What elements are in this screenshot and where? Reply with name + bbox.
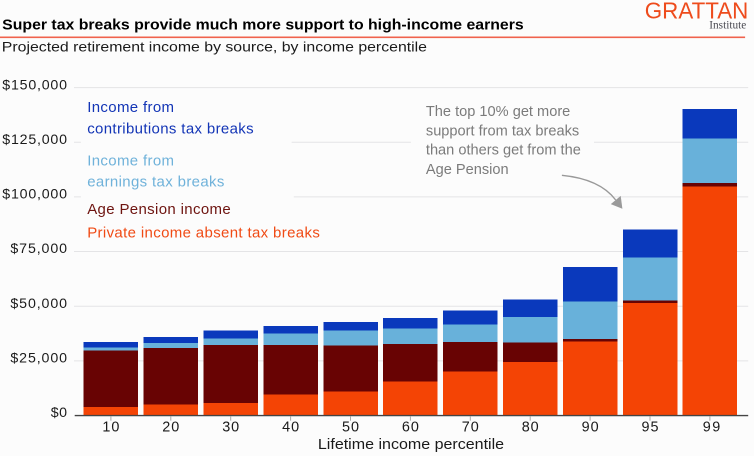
svg-text:$125,000: $125,000: [2, 132, 67, 148]
svg-text:earnings tax breaks: earnings tax breaks: [87, 173, 225, 190]
svg-text:contributions tax breaks: contributions tax breaks: [87, 121, 254, 138]
svg-text:80: 80: [522, 420, 539, 436]
svg-text:Private income absent tax brea: Private income absent tax breaks: [87, 225, 320, 242]
svg-text:Income from: Income from: [87, 99, 174, 116]
svg-text:20: 20: [162, 420, 179, 436]
svg-text:$25,000: $25,000: [10, 351, 67, 367]
svg-text:Projected retirement income by: Projected retirement income by source, b…: [2, 40, 427, 56]
svg-text:Institute: Institute: [709, 19, 746, 31]
svg-text:$75,000: $75,000: [10, 241, 67, 257]
svg-text:70: 70: [462, 420, 479, 436]
svg-text:95: 95: [642, 420, 659, 436]
svg-text:$50,000: $50,000: [10, 296, 67, 312]
svg-text:30: 30: [222, 420, 239, 436]
svg-text:Super tax breaks provide much: Super tax breaks provide much more suppo…: [2, 17, 524, 33]
svg-text:GRATTAN: GRATTAN: [645, 0, 749, 24]
svg-text:10: 10: [102, 420, 119, 436]
svg-text:The top 10% get more: The top 10% get more: [426, 104, 570, 120]
svg-text:Lifetime income percentile: Lifetime income percentile: [318, 436, 504, 453]
svg-text:Income from: Income from: [87, 153, 174, 170]
svg-text:50: 50: [342, 420, 359, 436]
svg-text:99: 99: [703, 420, 721, 436]
svg-text:support from tax breaks: support from tax breaks: [426, 123, 579, 139]
svg-text:Age Pension: Age Pension: [426, 162, 509, 178]
svg-text:$0: $0: [51, 405, 67, 421]
svg-text:$100,000: $100,000: [2, 187, 67, 203]
svg-text:$150,000: $150,000: [2, 77, 67, 93]
svg-text:40: 40: [282, 420, 299, 436]
svg-text:60: 60: [402, 420, 419, 436]
svg-text:than others get from the: than others get from the: [426, 143, 581, 159]
svg-text:Age Pension income: Age Pension income: [87, 201, 231, 218]
svg-text:90: 90: [582, 420, 599, 436]
